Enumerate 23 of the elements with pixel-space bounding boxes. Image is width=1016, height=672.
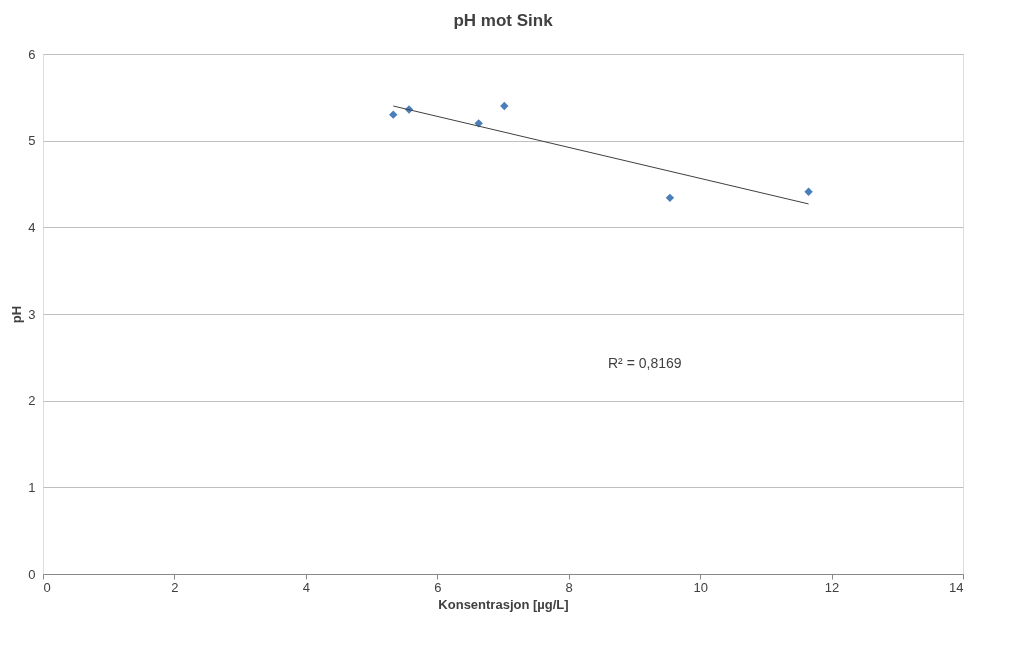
y-axis-title: pH: [9, 305, 25, 324]
y-tick-label: 3: [28, 306, 36, 322]
y-tick-label: 2: [28, 393, 36, 409]
x-tick-label: 0: [43, 579, 51, 595]
y-tick-label: 6: [28, 46, 36, 62]
chart-title: pH mot Sink: [453, 11, 554, 30]
x-tick-label: 4: [302, 579, 310, 595]
x-tick-label: 6: [434, 579, 442, 595]
x-tick-label: 14: [949, 579, 964, 595]
y-tick-label: 4: [28, 219, 36, 235]
y-tick-label: 0: [28, 566, 36, 582]
point: [389, 110, 398, 119]
x-tick-label: 12: [824, 579, 840, 595]
y-tick-label: 1: [28, 479, 36, 495]
point: [665, 193, 675, 203]
annotation: R² = 0,8169: [608, 355, 682, 371]
x-tick-label: 10: [693, 579, 708, 595]
y-tick-label: 5: [28, 133, 36, 149]
x-tick-label: 8: [565, 579, 573, 595]
x-tick-label: 2: [171, 579, 179, 595]
point: [804, 187, 813, 196]
x-axis-title: Konsentrasjon [µg/L]: [438, 596, 569, 612]
point: [500, 101, 509, 111]
